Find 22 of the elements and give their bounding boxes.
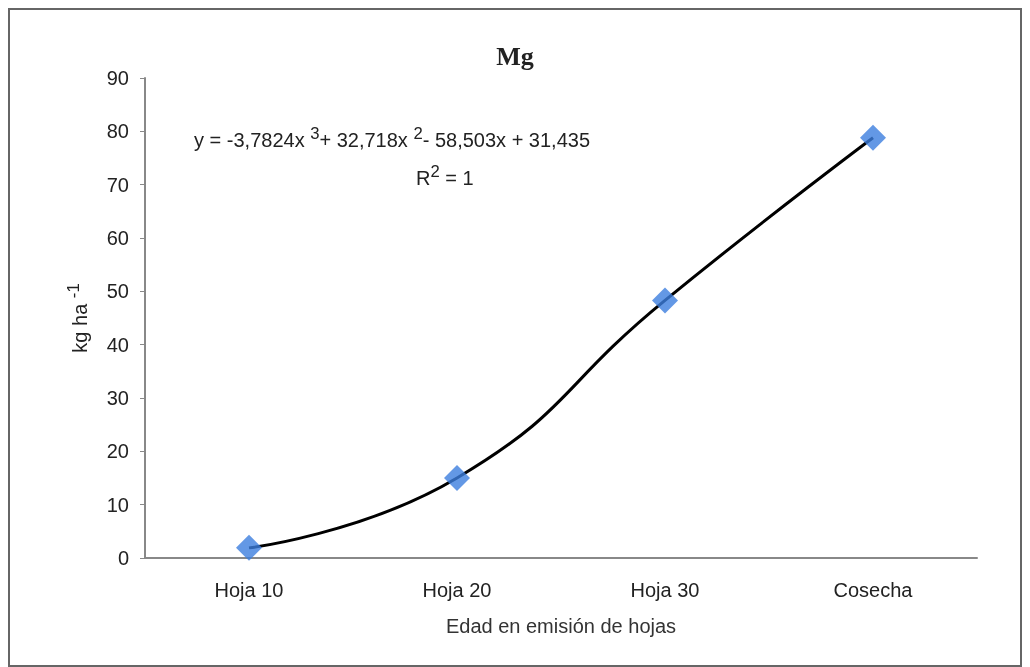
y-tick-label: 60 [106, 227, 129, 249]
y-tick-label: 0 [117, 547, 129, 569]
y-tick-label: 20 [106, 440, 129, 463]
chart-title: Mg [496, 42, 534, 71]
y-tick-label: 10 [106, 493, 129, 516]
point [860, 124, 886, 151]
point [236, 534, 262, 561]
y-tick-label: 70 [106, 173, 129, 196]
y-tick-label: 80 [106, 120, 129, 143]
y-tick-label: 90 [106, 67, 129, 89]
y-tick-label: 40 [106, 333, 129, 356]
annotation: R$^{2}$ = 1 [416, 162, 474, 190]
x-tick-label: Hoja 20 [422, 579, 492, 601]
x-tick-label: Cosecha [833, 579, 914, 601]
point [444, 465, 470, 491]
x-tick-label: Hoja 30 [630, 579, 700, 601]
annotation: y = -3,7824x $^{3}$+ 32,718x $^{2}$- 58,503x + 31,435 [194, 124, 591, 152]
point [652, 287, 678, 314]
x-tick-label: Hoja 10 [214, 579, 284, 601]
y-tick-label: 50 [106, 280, 129, 303]
y-tick-label: 30 [106, 387, 129, 409]
x-axis-title: Edad en emisión de hojas [445, 615, 677, 637]
